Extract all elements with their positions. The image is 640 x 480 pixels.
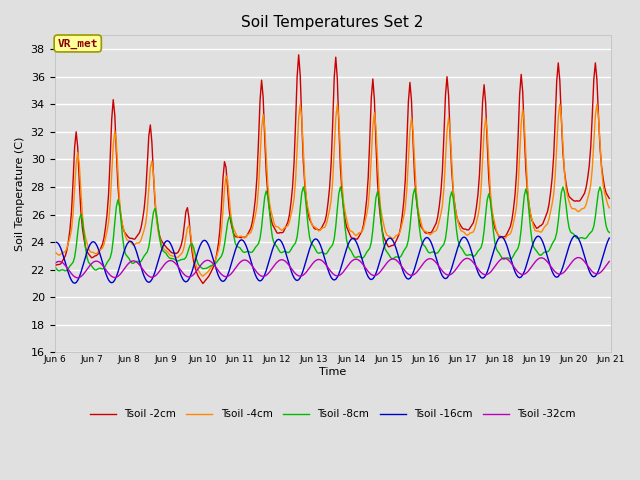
Tsoil -32cm <box>245 260 253 265</box>
Tsoil -2cm <box>296 72 304 78</box>
Tsoil -2cm <box>295 52 303 58</box>
Line: Tsoil -4cm: Tsoil -4cm <box>54 104 609 276</box>
Tsoil -4cm <box>578 206 586 212</box>
Tsoil -16cm <box>71 280 79 286</box>
X-axis label: Time: Time <box>319 367 346 377</box>
Y-axis label: Soil Temperature (C): Soil Temperature (C) <box>15 137 25 251</box>
Tsoil -8cm <box>245 249 253 255</box>
Tsoil -4cm <box>218 228 225 234</box>
Tsoil -8cm <box>120 246 128 252</box>
Tsoil -8cm <box>578 235 586 240</box>
Tsoil -2cm <box>118 223 126 229</box>
Tsoil -32cm <box>578 256 586 262</box>
Tsoil -32cm <box>575 255 582 261</box>
Legend: Tsoil -2cm, Tsoil -4cm, Tsoil -8cm, Tsoil -16cm, Tsoil -32cm: Tsoil -2cm, Tsoil -4cm, Tsoil -8cm, Tsoi… <box>85 405 580 423</box>
Tsoil -2cm <box>199 281 207 287</box>
Tsoil -4cm <box>199 273 207 279</box>
Tsoil -2cm <box>51 262 58 268</box>
Tsoil -16cm <box>572 233 579 239</box>
Tsoil -8cm <box>300 184 307 190</box>
Tsoil -16cm <box>236 238 244 243</box>
Tsoil -32cm <box>74 275 81 281</box>
Tsoil -2cm <box>218 204 225 209</box>
Tsoil -32cm <box>218 271 225 277</box>
Line: Tsoil -8cm: Tsoil -8cm <box>54 187 609 271</box>
Tsoil -16cm <box>218 278 225 284</box>
Tsoil -16cm <box>605 235 613 241</box>
Tsoil -2cm <box>578 195 586 201</box>
Tsoil -4cm <box>118 222 126 228</box>
Tsoil -4cm <box>236 233 244 239</box>
Tsoil -16cm <box>120 249 128 254</box>
Tsoil -8cm <box>605 229 613 235</box>
Tsoil -2cm <box>605 195 613 201</box>
Tsoil -8cm <box>295 222 303 228</box>
Tsoil -32cm <box>236 260 244 265</box>
Tsoil -8cm <box>51 263 58 269</box>
Text: VR_met: VR_met <box>58 38 98 48</box>
Tsoil -4cm <box>245 231 253 237</box>
Tsoil -4cm <box>295 115 303 121</box>
Tsoil -8cm <box>236 245 244 251</box>
Title: Soil Temperatures Set 2: Soil Temperatures Set 2 <box>241 15 424 30</box>
Tsoil -32cm <box>605 259 613 264</box>
Line: Tsoil -16cm: Tsoil -16cm <box>54 236 609 283</box>
Tsoil -8cm <box>55 268 63 274</box>
Tsoil -2cm <box>245 228 253 234</box>
Tsoil -4cm <box>296 101 304 107</box>
Tsoil -2cm <box>236 235 244 240</box>
Tsoil -4cm <box>51 250 58 255</box>
Tsoil -32cm <box>51 261 58 267</box>
Tsoil -8cm <box>218 253 225 259</box>
Tsoil -32cm <box>295 273 303 279</box>
Tsoil -32cm <box>120 266 128 272</box>
Tsoil -4cm <box>605 205 613 211</box>
Tsoil -16cm <box>51 240 58 246</box>
Tsoil -16cm <box>245 252 253 258</box>
Line: Tsoil -2cm: Tsoil -2cm <box>54 55 609 284</box>
Line: Tsoil -32cm: Tsoil -32cm <box>54 258 609 278</box>
Tsoil -16cm <box>578 243 586 249</box>
Tsoil -16cm <box>295 277 303 283</box>
